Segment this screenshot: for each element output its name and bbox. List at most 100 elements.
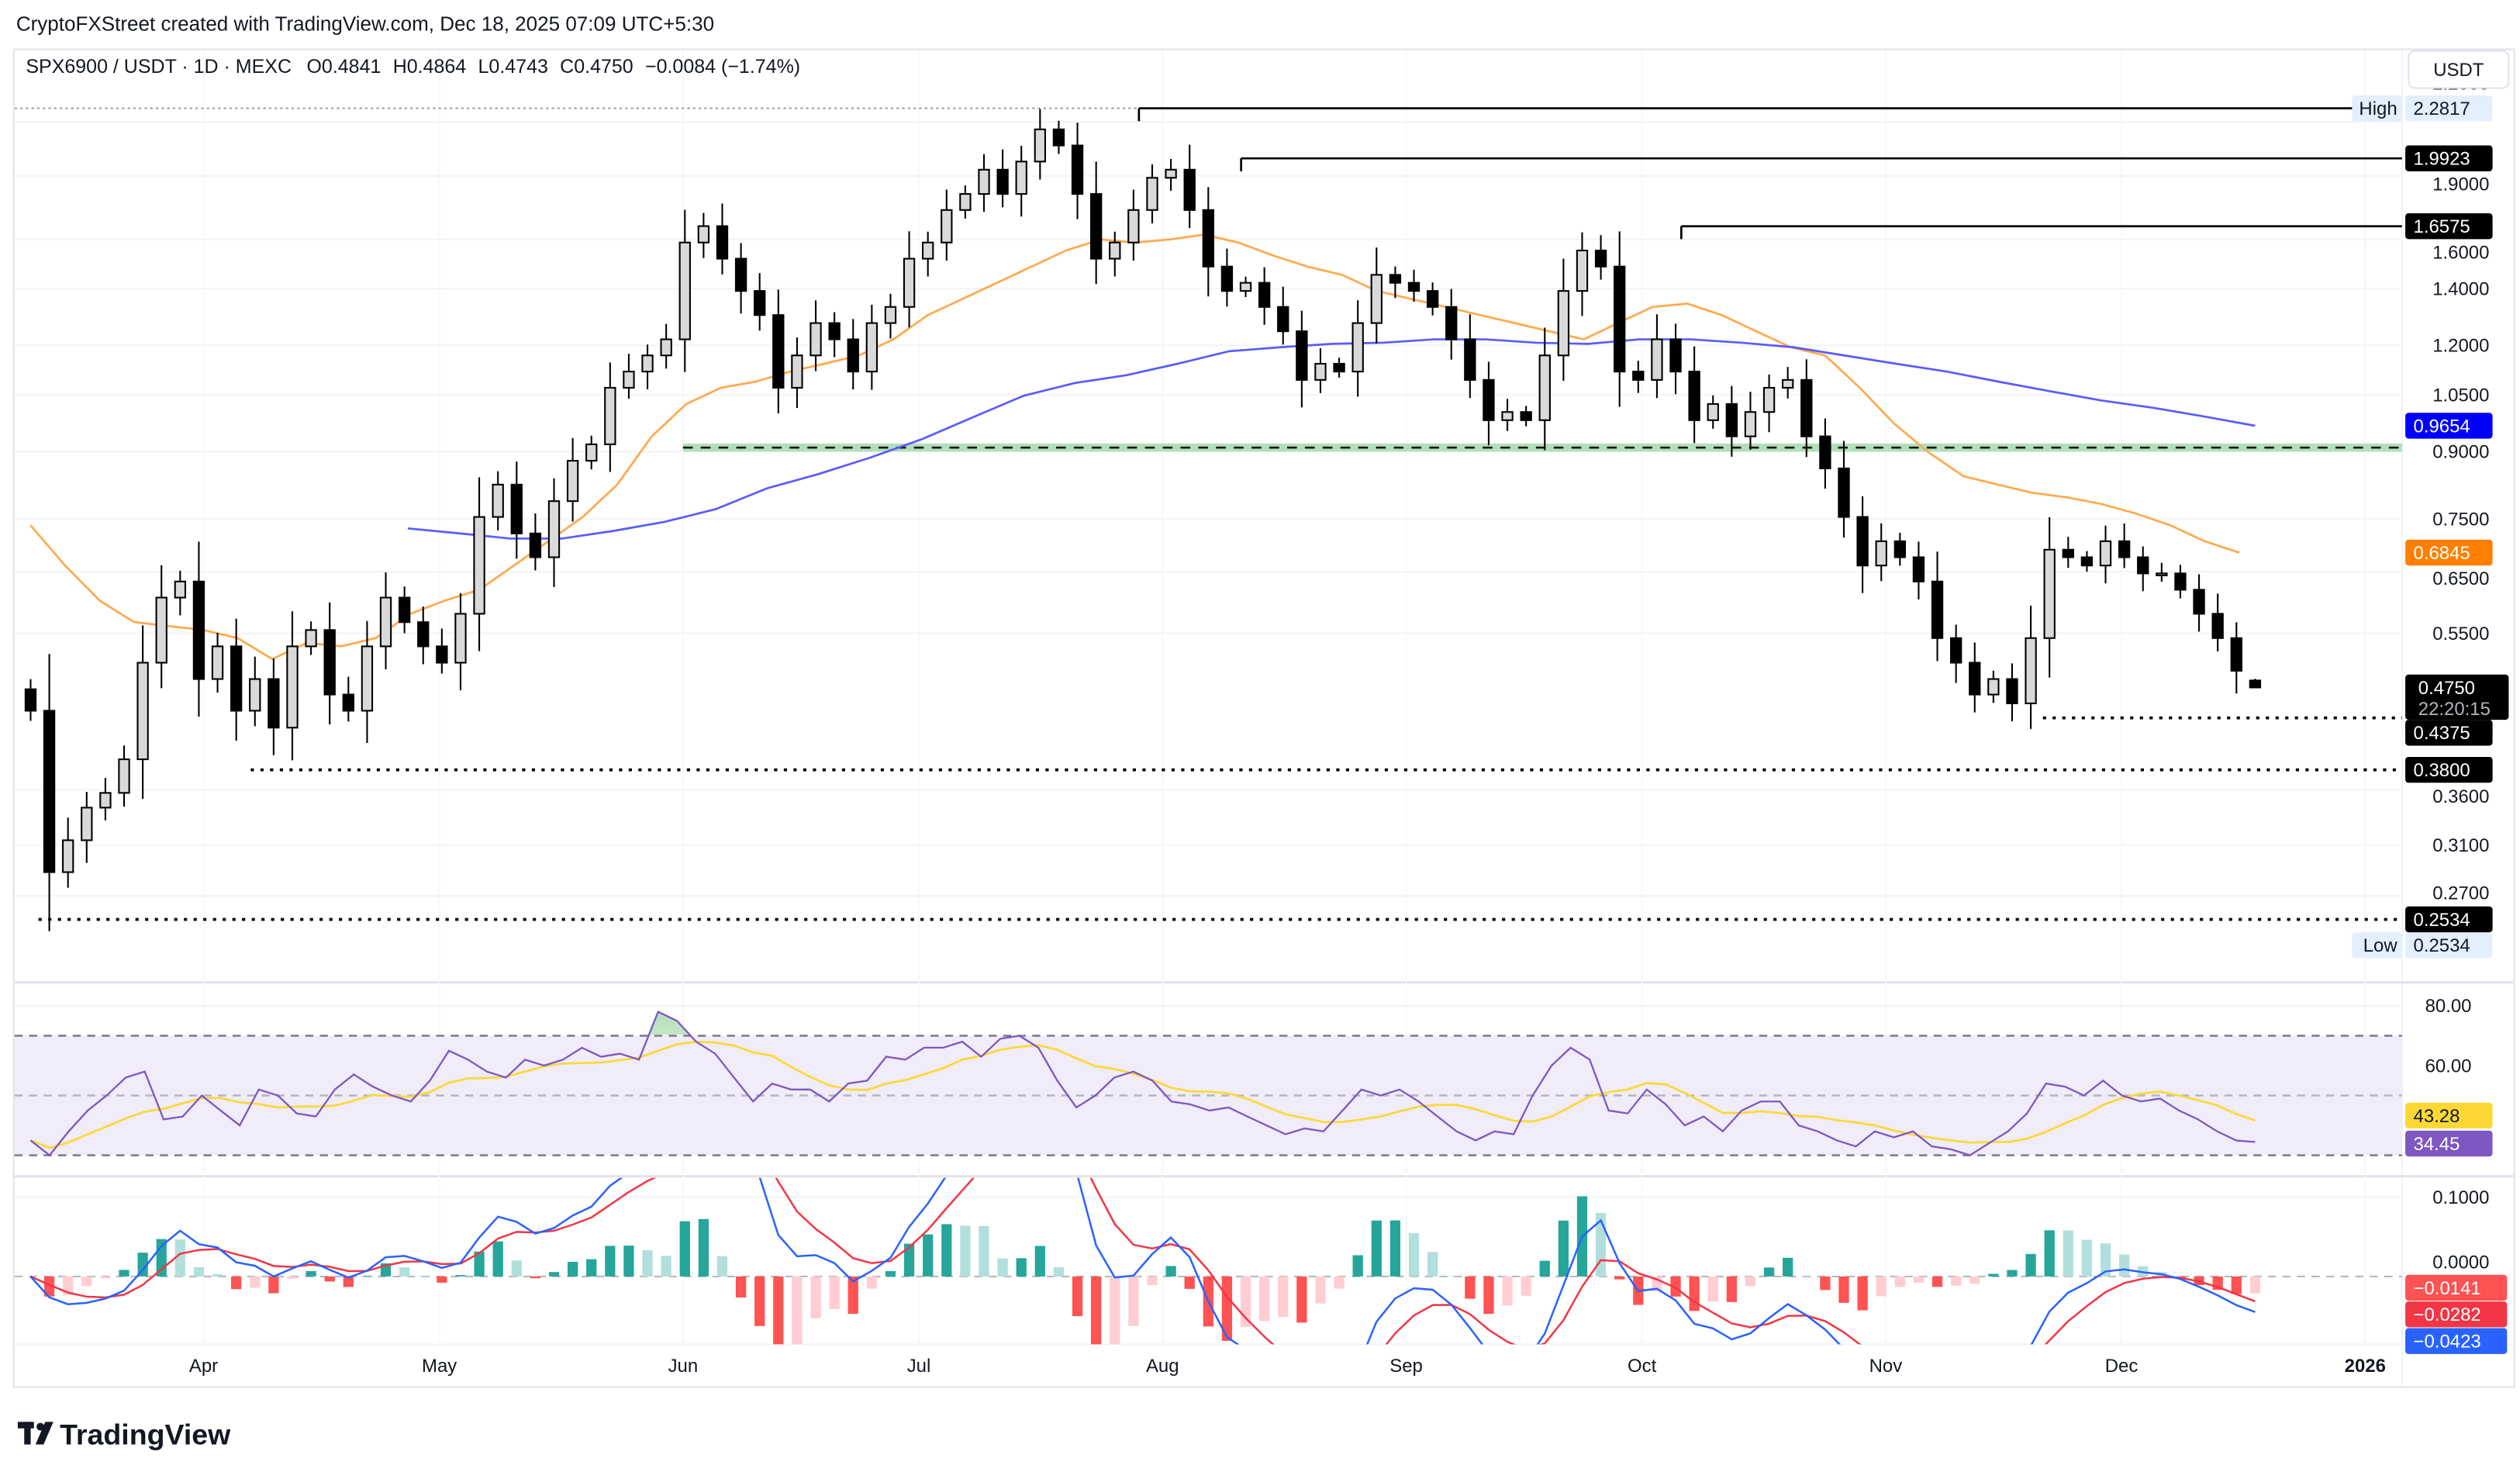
candle xyxy=(305,621,317,655)
candle xyxy=(1819,418,1831,489)
candle-body-down xyxy=(1931,580,1944,639)
candle-body-up xyxy=(1762,386,1776,413)
macd-histogram-bar xyxy=(343,1276,354,1287)
macd-histogram-bar xyxy=(399,1267,410,1277)
macd-histogram-bar xyxy=(979,1225,989,1277)
macd-histogram-bar xyxy=(1502,1276,1513,1306)
level-badge-bg xyxy=(2405,145,2493,171)
candle-body-down xyxy=(754,290,766,316)
last-price-text: 0.4750 xyxy=(2418,678,2475,699)
candle xyxy=(585,435,598,470)
macd-histogram-bar xyxy=(455,1275,466,1277)
macd-histogram-bar xyxy=(437,1276,447,1283)
macd-histogram-bar xyxy=(1427,1252,1438,1277)
time-axis-label: Nov xyxy=(1869,1356,1903,1377)
candle-body-down xyxy=(2006,678,2018,704)
macd-histogram-bar xyxy=(698,1218,709,1277)
candle-body-down xyxy=(1426,290,1439,308)
candle xyxy=(865,305,879,390)
candle xyxy=(436,628,448,674)
candle-body-down xyxy=(1632,371,1645,381)
candle xyxy=(2025,605,2037,729)
candle xyxy=(996,149,1009,208)
candle-body-down xyxy=(716,225,729,260)
macd-histogram-bar xyxy=(1876,1276,1887,1297)
candle-body-up xyxy=(585,443,598,462)
macd-histogram-bar xyxy=(43,1276,55,1297)
candle-body-down xyxy=(417,621,430,648)
candle-body-down xyxy=(1445,306,1458,340)
macd-histogram-bar xyxy=(1128,1276,1139,1326)
candle xyxy=(623,354,635,399)
price-axis-label: 0.7500 xyxy=(2432,509,2489,530)
macd-histogram-bar xyxy=(1296,1276,1307,1323)
extreme-tag-label: Low xyxy=(2363,935,2398,956)
candle xyxy=(978,154,990,213)
candle xyxy=(62,817,74,888)
candle xyxy=(2137,546,2149,592)
macd-badge-bg xyxy=(2405,1274,2508,1301)
candle xyxy=(791,337,803,409)
macd-histogram-bar xyxy=(1147,1276,1158,1286)
macd-histogram-bar xyxy=(1072,1276,1083,1317)
time-axis-label: Sep xyxy=(1389,1356,1423,1377)
macd-badge: −0.0282 xyxy=(2405,1301,2508,1328)
candle-body-down xyxy=(1389,274,1402,284)
currency-button[interactable]: USDT xyxy=(2408,50,2510,89)
candle-body-up xyxy=(1576,249,1589,292)
candle-body-down xyxy=(1464,338,1476,381)
candle-body-up xyxy=(2099,540,2112,567)
candle xyxy=(828,312,841,358)
macd-histogram-bar xyxy=(1278,1276,1289,1318)
candle xyxy=(678,209,691,372)
candle xyxy=(192,541,205,717)
candle xyxy=(1931,551,1944,662)
rsi-pane[interactable] xyxy=(14,1011,2402,1157)
candle-body-down xyxy=(734,257,747,292)
candle xyxy=(1949,624,1962,683)
candle-body-down xyxy=(24,688,37,712)
tradingview-logo[interactable]: TradingView xyxy=(17,1418,231,1451)
macd-badge: −0.0141 xyxy=(2405,1274,2508,1301)
candle xyxy=(1483,361,1495,446)
candle-body-up xyxy=(249,678,261,712)
legend-open: O0.4841 xyxy=(306,56,381,78)
level-badge: 0.2534 xyxy=(2405,906,2493,933)
price-axis-label: 0.2700 xyxy=(2432,883,2489,904)
level-badge-bg xyxy=(2405,756,2493,783)
candle-body-up xyxy=(379,596,392,648)
candle-body-up xyxy=(697,225,710,244)
candle xyxy=(361,620,374,743)
level-badge: 0.3800 xyxy=(2405,756,2493,783)
macd-pane[interactable] xyxy=(14,1090,2402,1401)
time-axis-label: May xyxy=(422,1356,457,1377)
candle xyxy=(2099,525,2112,584)
macd-line xyxy=(29,1177,2256,1345)
candle xyxy=(379,572,392,669)
price-pane[interactable] xyxy=(14,107,2402,931)
rsi-plot xyxy=(29,1011,2256,1157)
macd-histogram-bar xyxy=(754,1276,765,1326)
candle-body-down xyxy=(1688,371,1700,421)
macd-histogram-bar xyxy=(605,1246,616,1277)
candle xyxy=(1987,670,2000,703)
candle-body-up xyxy=(1370,274,1383,324)
rsi-ma-badge-text: 43.28 xyxy=(2414,1106,2460,1127)
countdown-text: 22:20:15 xyxy=(2418,699,2491,720)
time-axis[interactable]: Apr May Jun Jul Aug Sep Oct Nov Dec 2026 xyxy=(189,1356,2386,1377)
candle xyxy=(1314,348,1327,393)
candle-body-down xyxy=(1296,330,1308,381)
macd-histogram-bar xyxy=(1931,1276,1943,1287)
macd-histogram-bar xyxy=(586,1259,597,1277)
candle xyxy=(1220,248,1234,307)
rsi-overbought-fill xyxy=(648,1011,690,1035)
price-axis[interactable]: 2.20001.90001.60001.40001.20001.05000.90… xyxy=(2425,73,2490,1273)
macd-histogram-bar xyxy=(2007,1270,2018,1277)
macd-histogram-bar xyxy=(548,1272,560,1277)
macd-histogram-bar xyxy=(642,1250,653,1277)
macd-histogram-bar xyxy=(623,1246,634,1277)
candle-body-down xyxy=(1893,540,1906,558)
candle xyxy=(1202,187,1214,297)
candle-body-down xyxy=(828,322,841,340)
candle-body-up xyxy=(305,629,317,648)
